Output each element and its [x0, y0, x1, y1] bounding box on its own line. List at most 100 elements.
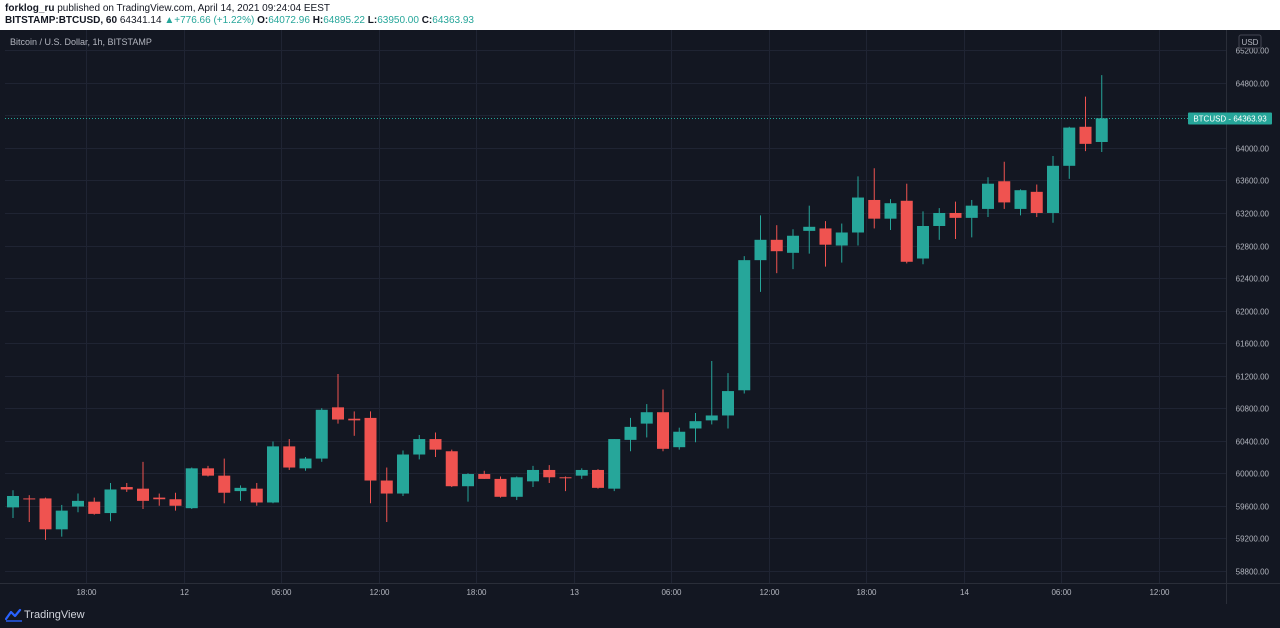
footer-brand[interactable]: TradingView — [24, 609, 85, 621]
candle[interactable] — [185, 467, 198, 509]
price-axis[interactable]: 58800.00 59200.00 59600.00 60000.00 60400.00… — [1236, 47, 1270, 577]
candle-body — [250, 488, 263, 503]
candle[interactable] — [965, 199, 978, 238]
tradingview-logo-icon[interactable] — [5, 608, 23, 622]
candle[interactable] — [722, 373, 734, 429]
candle[interactable] — [250, 482, 263, 506]
candle-body — [72, 500, 84, 507]
high-value: 64895.22 — [323, 15, 365, 26]
candle[interactable] — [705, 360, 718, 425]
candle[interactable] — [510, 476, 523, 501]
candle[interactable] — [640, 404, 653, 438]
candle[interactable] — [380, 467, 393, 523]
candle[interactable] — [624, 417, 637, 452]
candle[interactable] — [527, 465, 539, 488]
candle[interactable] — [397, 450, 409, 496]
candle[interactable] — [39, 497, 52, 540]
symbol-label: BITSTAMP:BTCUSD, 60 — [5, 15, 118, 26]
candle[interactable] — [657, 389, 669, 452]
candle[interactable] — [819, 221, 832, 267]
candle[interactable] — [1095, 75, 1108, 152]
candle-body — [624, 426, 637, 440]
ohlc-line: BITSTAMP:BTCUSD, 60 64341.14 ▲+776.66 (+… — [5, 15, 474, 26]
candle[interactable] — [23, 495, 36, 523]
candle[interactable] — [673, 427, 686, 450]
candle[interactable] — [998, 161, 1011, 209]
candle[interactable] — [608, 439, 621, 492]
candle[interactable] — [234, 485, 247, 501]
candle[interactable] — [982, 177, 994, 218]
candle-body — [283, 446, 296, 468]
candle-body — [949, 212, 962, 218]
candle[interactable] — [835, 223, 848, 263]
candle[interactable] — [299, 456, 312, 471]
candle[interactable] — [153, 493, 166, 506]
candle[interactable] — [689, 413, 702, 443]
candle[interactable] — [332, 373, 344, 424]
candle[interactable] — [917, 211, 929, 265]
candle[interactable] — [575, 468, 588, 479]
candle[interactable] — [1030, 184, 1043, 218]
up-arrow-icon: ▲ — [164, 15, 175, 26]
candle[interactable] — [1014, 189, 1027, 216]
chart-grid — [5, 30, 1226, 583]
candle[interactable] — [315, 408, 328, 462]
candle-body — [153, 497, 166, 500]
candle[interactable] — [283, 439, 296, 470]
candle[interactable] — [559, 476, 572, 492]
candle[interactable] — [884, 199, 897, 231]
candle-body — [478, 474, 491, 479]
candle[interactable] — [88, 497, 101, 515]
candle[interactable] — [169, 492, 182, 511]
candle[interactable] — [1047, 156, 1059, 223]
candle[interactable] — [7, 490, 19, 518]
price-tick-label: 59200.00 — [1236, 535, 1270, 544]
candle-body — [917, 225, 929, 259]
candle-body — [852, 197, 864, 233]
candle[interactable] — [754, 215, 767, 292]
candle[interactable] — [494, 476, 507, 498]
candle[interactable] — [55, 504, 68, 537]
candle[interactable] — [592, 469, 604, 489]
candle[interactable] — [478, 470, 491, 479]
publisher-name[interactable]: forklog_ru — [5, 3, 55, 14]
currency-box[interactable] — [1238, 34, 1262, 49]
candle[interactable] — [949, 201, 962, 240]
candle[interactable] — [1079, 96, 1092, 152]
candle[interactable] — [738, 256, 751, 394]
candle[interactable] — [852, 176, 864, 246]
candle[interactable] — [413, 434, 426, 460]
candle[interactable] — [104, 482, 117, 522]
candle-body — [705, 415, 718, 421]
price-tick-label: 63200.00 — [1236, 210, 1270, 219]
candle-body — [429, 439, 442, 450]
candle[interactable] — [267, 441, 279, 504]
candle[interactable] — [202, 465, 214, 477]
candle[interactable] — [445, 449, 458, 488]
open-label: O: — [257, 15, 269, 26]
candle[interactable] — [72, 493, 84, 513]
candle[interactable] — [429, 432, 442, 457]
candle[interactable] — [1063, 126, 1076, 179]
time-tick-label: 13 — [570, 588, 579, 597]
candle[interactable] — [868, 168, 881, 229]
candle-body — [1030, 191, 1043, 213]
price-chart[interactable]: 58800.00 59200.00 59600.00 60000.00 60400.00… — [0, 30, 1280, 604]
candle[interactable] — [787, 229, 799, 270]
candle[interactable] — [933, 208, 946, 240]
candle[interactable] — [218, 458, 231, 504]
time-tick-label: 06:00 — [661, 588, 682, 597]
chart-title: Bitcoin / U.S. Dollar, 1h, BITSTAMP — [10, 37, 152, 47]
time-axis[interactable]: 18:00 12 06:00 12:00 18:00 13 06:00 12:00 18:00 1… — [76, 588, 1170, 597]
candle[interactable] — [462, 473, 474, 502]
candle-body — [55, 510, 68, 530]
candle[interactable] — [900, 183, 913, 264]
candle[interactable] — [803, 205, 816, 254]
candle[interactable] — [364, 411, 377, 504]
price-tick-label: 64800.00 — [1236, 80, 1270, 89]
candle[interactable] — [120, 482, 133, 492]
candle[interactable] — [137, 461, 149, 509]
candle[interactable] — [770, 225, 783, 274]
candle[interactable] — [543, 465, 556, 483]
candle[interactable] — [348, 411, 361, 436]
